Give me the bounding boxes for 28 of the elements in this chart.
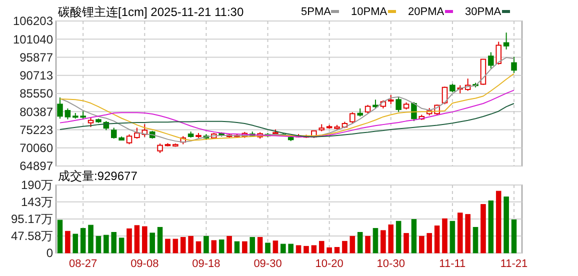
legend-label: 10PMA xyxy=(351,6,388,18)
y-tick-label: 143万 xyxy=(20,195,53,210)
y-tick-label: 90713 xyxy=(20,68,54,83)
legend-label: 5PMA xyxy=(301,6,332,18)
x-tick-label: 10-20 xyxy=(315,258,344,270)
y-tick-label: 101040 xyxy=(12,32,54,46)
y-tick-label: 80387 xyxy=(20,104,54,119)
chart-title: 碳酸锂主连[1cm] 2025-11-21 11:30 xyxy=(57,5,244,19)
y-tick-label: 106203 xyxy=(12,14,54,28)
y-tick-label: 0 xyxy=(46,246,54,260)
legend-label: 30PMA xyxy=(465,6,502,18)
y-tick-label: 85550 xyxy=(20,86,54,101)
y-tick-label: 64897 xyxy=(20,159,54,174)
x-tick-label: 09-08 xyxy=(130,258,159,270)
y-tick-label: 47.58万 xyxy=(10,229,53,244)
x-tick-label: 08-27 xyxy=(69,258,98,270)
y-tick-label: 190万 xyxy=(20,178,53,192)
y-tick-label: 75223 xyxy=(20,122,54,137)
legend-label: 20PMA xyxy=(408,6,445,18)
y-tick-label: 95.17万 xyxy=(10,212,53,226)
x-tick-label: 09-30 xyxy=(254,258,282,270)
y-tick-label: 95877 xyxy=(20,50,54,64)
x-tick-label: 10-30 xyxy=(376,258,405,270)
x-tick-label: 11-21 xyxy=(500,258,528,270)
y-tick-label: 70060 xyxy=(20,141,54,156)
x-tick-label: 11-11 xyxy=(439,258,466,270)
chart-title: 成交量:929677 xyxy=(58,169,138,183)
x-tick-label: 09-18 xyxy=(192,258,220,270)
